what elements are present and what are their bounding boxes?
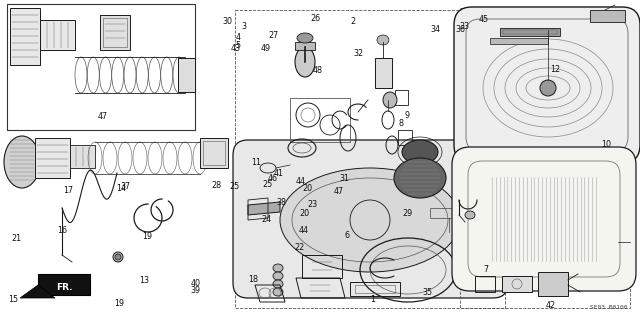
Text: 31: 31: [339, 174, 349, 183]
Text: 25: 25: [229, 182, 239, 191]
Polygon shape: [200, 138, 228, 168]
Polygon shape: [38, 274, 90, 295]
FancyBboxPatch shape: [233, 140, 508, 298]
Text: 49: 49: [261, 44, 271, 53]
Ellipse shape: [383, 92, 397, 108]
Text: SE03 B0100: SE03 B0100: [591, 305, 628, 310]
Text: 28: 28: [211, 181, 221, 190]
Text: 22: 22: [294, 243, 305, 252]
Polygon shape: [375, 58, 392, 88]
Ellipse shape: [115, 254, 121, 260]
Text: 13: 13: [140, 276, 150, 285]
Polygon shape: [590, 10, 625, 22]
Polygon shape: [100, 15, 130, 50]
FancyBboxPatch shape: [452, 147, 636, 291]
Text: 14: 14: [116, 184, 127, 193]
Text: 38: 38: [276, 198, 287, 207]
Text: 34: 34: [430, 25, 440, 34]
Text: 2: 2: [351, 17, 356, 26]
Ellipse shape: [280, 168, 460, 272]
Polygon shape: [500, 28, 560, 36]
Text: 8: 8: [398, 119, 403, 128]
Text: 6: 6: [344, 231, 349, 240]
Text: 32: 32: [353, 49, 364, 58]
Text: 42: 42: [545, 301, 556, 310]
Polygon shape: [538, 272, 568, 296]
Ellipse shape: [377, 35, 389, 45]
Text: 44: 44: [298, 226, 308, 235]
Text: 40: 40: [191, 279, 201, 288]
Text: 17: 17: [63, 186, 73, 195]
Polygon shape: [502, 276, 532, 292]
Text: 11: 11: [251, 158, 261, 167]
Text: 9: 9: [404, 111, 410, 120]
Text: 24: 24: [261, 215, 271, 224]
Ellipse shape: [402, 140, 438, 164]
FancyBboxPatch shape: [454, 7, 640, 163]
Ellipse shape: [295, 47, 315, 77]
Text: 7: 7: [483, 265, 488, 274]
Polygon shape: [10, 8, 40, 65]
Text: 46: 46: [268, 174, 278, 182]
Text: 19: 19: [114, 299, 124, 308]
Ellipse shape: [465, 211, 475, 219]
Ellipse shape: [273, 264, 283, 272]
Polygon shape: [40, 20, 75, 50]
Ellipse shape: [273, 288, 283, 296]
Text: 3: 3: [242, 22, 247, 31]
Polygon shape: [490, 38, 548, 44]
Text: 16: 16: [58, 226, 68, 235]
Text: 20: 20: [302, 184, 312, 193]
Text: 47: 47: [97, 112, 108, 121]
Text: 26: 26: [310, 14, 321, 23]
Polygon shape: [248, 202, 280, 215]
Text: 47: 47: [334, 187, 344, 196]
Ellipse shape: [540, 80, 556, 96]
Text: 30: 30: [223, 17, 233, 26]
Text: 27: 27: [269, 31, 279, 40]
Text: 18: 18: [248, 275, 259, 284]
Polygon shape: [35, 138, 70, 178]
Text: 23: 23: [307, 200, 317, 209]
Text: 41: 41: [274, 169, 284, 178]
Polygon shape: [70, 145, 95, 168]
Text: 45: 45: [479, 15, 489, 24]
Text: 48: 48: [312, 66, 323, 75]
Text: 21: 21: [12, 234, 22, 243]
Text: 15: 15: [8, 295, 18, 304]
Ellipse shape: [273, 272, 283, 280]
Text: 19: 19: [142, 232, 152, 241]
Text: 39: 39: [191, 286, 201, 295]
Text: 20: 20: [300, 209, 310, 218]
Ellipse shape: [273, 280, 283, 288]
Ellipse shape: [394, 158, 446, 198]
Text: 29: 29: [402, 209, 412, 218]
Text: 37: 37: [120, 182, 131, 191]
Text: 10: 10: [602, 140, 612, 149]
Text: 25: 25: [262, 180, 273, 189]
Text: 4: 4: [236, 33, 241, 42]
Text: 35: 35: [422, 288, 433, 297]
Text: 5: 5: [236, 41, 241, 50]
Polygon shape: [178, 58, 195, 92]
Text: 1: 1: [370, 295, 375, 304]
Text: 33: 33: [460, 22, 470, 31]
Text: 44: 44: [296, 177, 306, 186]
Ellipse shape: [113, 252, 123, 262]
Ellipse shape: [297, 33, 313, 43]
Polygon shape: [295, 42, 315, 50]
Polygon shape: [20, 285, 55, 298]
Text: FR.: FR.: [56, 284, 72, 293]
Ellipse shape: [4, 136, 40, 188]
Text: 43: 43: [230, 44, 241, 53]
Text: 36: 36: [456, 25, 466, 34]
Text: 12: 12: [550, 65, 561, 74]
